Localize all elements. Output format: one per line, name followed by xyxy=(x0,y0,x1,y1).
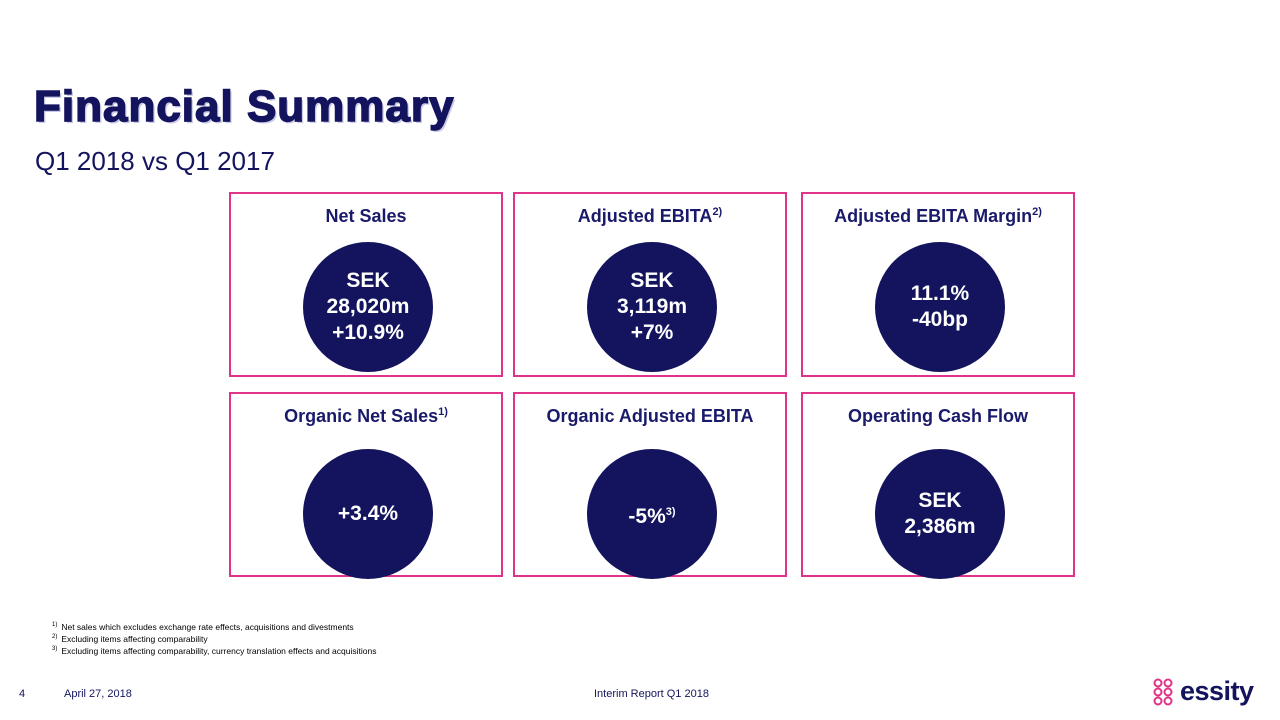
card-title-text: Organic Net Sales xyxy=(284,406,439,426)
footnote-marker: 3) xyxy=(52,646,58,653)
value-line: SEK xyxy=(630,268,673,294)
value-line: SEK xyxy=(346,268,389,294)
card-title-text: Adjusted EBITA Margin xyxy=(834,206,1033,226)
value-text: +3.4% xyxy=(337,502,399,525)
value-circle: SEK 3,119m +7% xyxy=(587,242,717,372)
footnote-ref: 1) xyxy=(438,406,448,418)
value-line: -5%3) xyxy=(628,499,675,530)
footnote-text: Excluding items affecting comparability,… xyxy=(61,646,377,656)
value-text: 3,119m xyxy=(616,295,688,318)
value-line: +10.9% xyxy=(332,320,404,346)
report-name: Interim Report Q1 2018 xyxy=(594,688,709,700)
subtitle: Q1 2018 vs Q1 2017 xyxy=(35,146,275,176)
logo-text: essity xyxy=(1180,676,1254,706)
card-title: Net Sales xyxy=(231,206,501,227)
value-text: 11.1% xyxy=(910,282,970,305)
card: Adjusted EBITA2) SEK 3,119m +7% xyxy=(513,192,787,377)
value-text: +7% xyxy=(630,321,674,344)
value-circle: -5%3) xyxy=(587,449,717,579)
footnote-text: Net sales which excludes exchange rate e… xyxy=(61,622,354,632)
value-line: SEK xyxy=(918,488,961,514)
footnote-marker: 2) xyxy=(52,634,58,641)
value-circle: 11.1% -40bp xyxy=(875,242,1005,372)
value-line: +7% xyxy=(631,320,674,346)
logo-icon xyxy=(1153,678,1173,706)
value-line: +3.4% xyxy=(338,501,398,527)
card-title-text: Operating Cash Flow xyxy=(847,406,1029,426)
value-text: +10.9% xyxy=(332,321,404,344)
value-line: 3,119m xyxy=(617,294,687,320)
value-text: SEK xyxy=(346,269,390,292)
footnote: 1) Net sales which excludes exchange rate… xyxy=(52,622,354,632)
footnote: 3) Excluding items affecting comparabilit… xyxy=(52,646,376,656)
value-text: 2,386m xyxy=(904,515,976,538)
card-title-text: Net Sales xyxy=(325,206,407,226)
value-text: SEK xyxy=(918,489,962,512)
value-line: -40bp xyxy=(912,307,968,333)
value-circle: SEK 2,386m xyxy=(875,449,1005,579)
date: April 27, 2018 xyxy=(64,688,132,700)
value-line: 28,020m xyxy=(327,294,410,320)
card-title: Adjusted EBITA2) xyxy=(515,206,785,227)
value-line: 2,386m xyxy=(904,514,975,540)
value-text: -40bp xyxy=(911,308,968,331)
card: Adjusted EBITA Margin2) 11.1% -40bp xyxy=(801,192,1075,377)
value-text: -5% xyxy=(628,504,666,528)
card: Organic Net Sales1) +3.4% xyxy=(229,392,503,579)
value-line: 11.1% xyxy=(911,281,969,307)
card-title: Organic Net Sales1) xyxy=(231,406,501,427)
footnote: 2) Excluding items affecting comparabilit… xyxy=(52,634,208,644)
card-title-text: Adjusted EBITA xyxy=(577,206,713,226)
footnote-ref: 2) xyxy=(712,206,723,218)
page-number: 4 xyxy=(19,688,26,700)
value-text: SEK xyxy=(630,269,674,292)
card-title-text: Organic Adjusted EBITA xyxy=(546,406,754,426)
value-text: 28,020m xyxy=(326,295,410,318)
card: Operating Cash Flow SEK 2,386m xyxy=(801,392,1075,579)
value-circle: SEK 28,020m +10.9% xyxy=(303,242,433,372)
card: Net Sales SEK 28,020m +10.9% xyxy=(229,192,503,377)
card-title: Organic Adjusted EBITA xyxy=(515,406,785,427)
value-circle: +3.4% xyxy=(303,449,433,579)
footnote-text: Excluding items affecting comparability xyxy=(61,634,208,644)
card-title: Adjusted EBITA Margin2) xyxy=(803,206,1073,227)
footnote-ref: 3) xyxy=(665,505,676,518)
card-title: Operating Cash Flow xyxy=(803,406,1073,427)
title: Financial Summary xyxy=(33,81,455,132)
footnote-ref: 2) xyxy=(1032,206,1042,218)
card: Organic Adjusted EBITA -5%3) xyxy=(513,392,787,579)
footnote-marker: 1) xyxy=(52,622,58,629)
